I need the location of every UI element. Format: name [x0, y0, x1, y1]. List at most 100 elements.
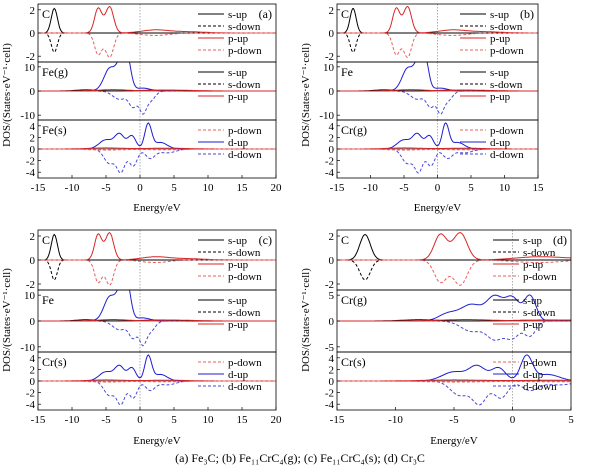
element-label: Fe	[42, 293, 54, 307]
y-tick-label: 2	[329, 231, 335, 243]
x-tick-label: 5	[171, 414, 177, 426]
curve-s-down	[337, 32, 538, 53]
y-tick-label: 0	[329, 86, 335, 98]
y-tick-label: 0	[30, 316, 36, 328]
curve-p-up	[337, 319, 571, 322]
curves	[337, 294, 571, 341]
legend-label-s-up: s-up	[228, 67, 247, 79]
element-label: C	[341, 7, 349, 21]
x-tick-label: -5	[399, 182, 409, 194]
x-tick-label: 10	[203, 182, 215, 194]
legend-label-s-up: s-up	[523, 295, 542, 307]
y-tick-label: -10	[319, 110, 334, 122]
y-tick-label: 2	[329, 364, 335, 376]
y-tick-label: 2	[30, 132, 36, 144]
y-tick-label: 0	[30, 255, 36, 267]
x-tick-label: 5	[568, 414, 574, 426]
x-tick-label: -10	[363, 182, 378, 194]
y-tick-label: -2	[325, 388, 334, 400]
y-tick-label: 4	[329, 353, 335, 365]
curve-p-down	[337, 259, 571, 286]
element-label: Cr(g)	[341, 123, 367, 137]
curve-p-down	[337, 380, 571, 383]
y-tick-label: 4	[329, 121, 335, 133]
y-axis-label: DOS/(States·eV⁻¹·cell)	[300, 43, 312, 147]
legend-label-s-down: s-down	[228, 21, 261, 33]
caption-c: (c) Fe₁₁CrC₄(s);	[303, 451, 381, 465]
curve-s-down	[337, 259, 571, 281]
legend-label-p-up: p-up	[228, 259, 249, 271]
y-tick-label: -2	[26, 388, 35, 400]
legend-label-s-up: s-up	[228, 9, 247, 21]
y-tick-label: 0	[329, 255, 335, 267]
y-tick-label: 0	[30, 376, 36, 388]
legend-label-s-down: s-down	[490, 79, 523, 91]
curve-p-up	[337, 379, 571, 382]
y-tick-label: 10	[24, 290, 36, 302]
x-tick-label: 15	[237, 182, 249, 194]
legend-label-p-up: p-up	[523, 259, 544, 271]
y-tick-label: 0	[30, 86, 36, 98]
y-tick-label: 10	[323, 62, 335, 74]
legend-label-p-down: p-down	[523, 357, 557, 369]
y-tick-label: 0	[329, 28, 335, 40]
x-tick-label: -15	[31, 182, 46, 194]
x-tick-label: 0	[137, 414, 143, 426]
curve-p-up	[337, 232, 571, 261]
element-label: C	[42, 233, 50, 247]
y-tick-label: -5	[325, 342, 335, 354]
curve-p-up	[38, 379, 276, 382]
curve-p-up	[337, 5, 538, 34]
y-tick-label: 2	[30, 231, 36, 243]
legend-label-s-up: s-up	[523, 235, 542, 247]
y-tick-label: 10	[24, 62, 36, 74]
x-tick-label: 0	[435, 182, 441, 194]
y-tick-label: -4	[26, 399, 36, 411]
legend-label-s-up: s-up	[490, 9, 509, 21]
x-tick-label: -10	[388, 414, 403, 426]
x-tick-label: -10	[65, 182, 80, 194]
x-tick-label: 0	[510, 414, 516, 426]
legend-label-d-up: d-up	[490, 137, 511, 149]
y-tick-label: 0	[329, 376, 335, 388]
x-tick-label: 15	[237, 414, 249, 426]
y-tick-label: -2	[325, 156, 334, 168]
y-tick-label: -2	[26, 279, 35, 291]
legend-label-d-up: d-up	[228, 369, 249, 381]
curves	[337, 5, 538, 58]
legend-label-p-down: p-down	[523, 271, 557, 283]
y-tick-label: -2	[325, 51, 334, 63]
curves	[337, 122, 538, 174]
legend-label-d-down: d-down	[228, 149, 262, 161]
legend-label-d-down: d-down	[523, 381, 557, 393]
legend-label-p-down: p-down	[490, 125, 524, 137]
legend-label-p-down: p-down	[228, 357, 262, 369]
curve-p-up	[337, 89, 538, 92]
y-tick-label: 0	[30, 144, 36, 156]
legend-label-s-down: s-down	[228, 79, 261, 91]
legend-label-s-down: s-down	[523, 247, 556, 259]
legend-label-s-up: s-up	[228, 235, 247, 247]
element-label: C	[42, 7, 50, 21]
x-tick-label: 5	[468, 182, 474, 194]
panel-label: (b)	[520, 7, 534, 21]
x-tick-label: -5	[449, 414, 459, 426]
y-tick-label: 0	[329, 144, 335, 156]
legend-label-s-down: s-down	[228, 247, 261, 259]
x-tick-label: 10	[499, 182, 511, 194]
curves	[38, 354, 276, 406]
legend-label-p-down: p-down	[228, 125, 262, 137]
x-tick-label: -15	[31, 414, 46, 426]
y-axis-label: DOS/(States·eV⁻¹·cell)	[1, 268, 13, 372]
legend-label-d-up: d-up	[523, 369, 544, 381]
curve-d-down	[337, 380, 571, 406]
caption-d: (d) Cr₃C	[383, 451, 425, 465]
y-tick-label: 4	[30, 121, 36, 133]
element-label: Cr(g)	[341, 293, 367, 307]
x-tick-label: 15	[533, 182, 545, 194]
